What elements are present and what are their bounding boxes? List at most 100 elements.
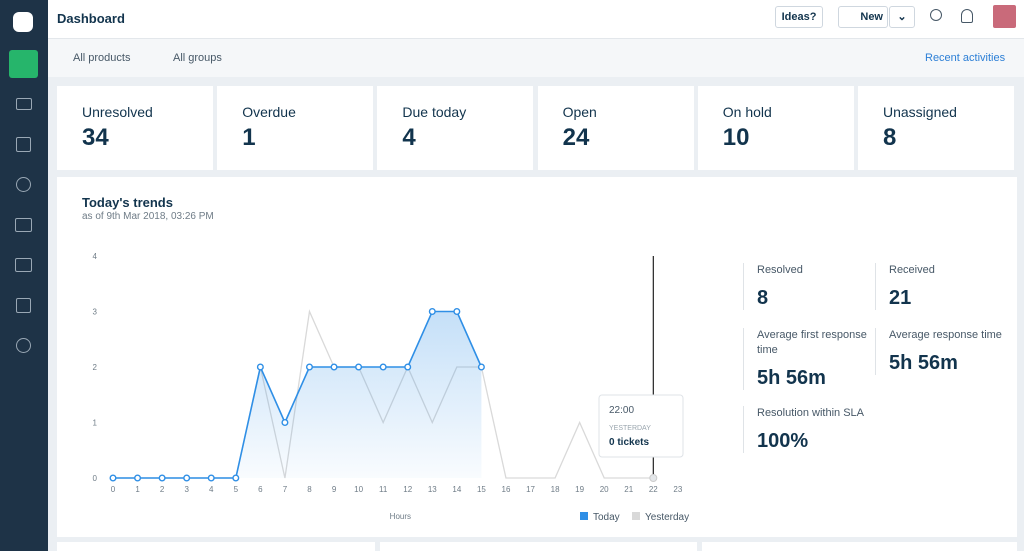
line — [113, 310, 483, 479]
x-tick-label: 15 — [477, 485, 486, 494]
legend-swatch — [580, 512, 588, 520]
legend-label: Today — [593, 512, 620, 523]
x-tick-label: 14 — [452, 485, 461, 494]
ideas-button[interactable]: Ideas? — [775, 6, 823, 28]
nav-solutions[interactable] — [15, 218, 32, 232]
stat: Resolution within SLA 100% — [743, 406, 875, 453]
stat: Average response time 5h 56m — [875, 328, 1007, 375]
nav-dashboard[interactable] — [9, 50, 38, 78]
point — [183, 474, 191, 482]
y-tick-label: 4 — [93, 252, 98, 261]
bottom-card — [380, 542, 697, 551]
x-tick-label: 13 — [428, 485, 437, 494]
x-tick-label: 1 — [135, 485, 140, 494]
x-tick-label: 22 — [649, 485, 658, 494]
stat-card: On hold 10 — [697, 86, 854, 170]
x-tick-label: 6 — [258, 485, 263, 494]
nav-tickets[interactable] — [16, 98, 32, 110]
stat-card: Open 24 — [537, 86, 694, 170]
stat-card: Unassigned 8 — [858, 86, 1014, 170]
x-tick-label: 23 — [673, 485, 682, 494]
card-label: Unresolved — [82, 104, 153, 120]
x-tick-label: 3 — [184, 485, 189, 494]
x-tick-label: 2 — [160, 485, 165, 494]
tooltip-text: 0 tickets — [609, 437, 649, 448]
x-tick-label: 4 — [209, 485, 214, 494]
point — [453, 307, 461, 315]
notifications-icon[interactable] — [961, 9, 973, 23]
point — [158, 474, 166, 482]
nav-forums[interactable] — [15, 258, 32, 272]
x-tick-label: 12 — [403, 485, 412, 494]
card-label: On hold — [722, 104, 772, 120]
hover-point — [649, 474, 658, 482]
filter-bar: All products All groups Recent activitie… — [48, 39, 1024, 77]
x-tick-label: 8 — [307, 485, 312, 494]
stat-value: 8 — [757, 287, 769, 309]
stat-card: Overdue 1 — [217, 86, 374, 170]
recent-activities-link[interactable]: Recent activities — [925, 52, 1006, 64]
bottom-card — [57, 542, 375, 551]
new-button[interactable]: New — [838, 6, 888, 28]
stat-value: 5h 56m — [889, 352, 958, 374]
x-tick-label: 0 — [111, 485, 116, 494]
point — [477, 363, 485, 371]
nav-settings[interactable] — [16, 338, 31, 353]
sidebar — [0, 0, 48, 551]
stat-label: Resolved — [757, 264, 803, 276]
x-tick-label: 10 — [354, 485, 363, 494]
stat-label: Resolution within SLA — [757, 407, 865, 419]
groups-filter[interactable]: All groups — [173, 52, 222, 64]
x-tick-label: 20 — [600, 485, 609, 494]
card-value: 24 — [562, 124, 590, 151]
point — [404, 363, 412, 371]
x-tick-label: 21 — [624, 485, 633, 494]
point — [207, 474, 215, 482]
card-value: 34 — [82, 124, 109, 151]
point — [305, 363, 313, 371]
new-dropdown[interactable]: ⌄ — [889, 6, 915, 28]
search-icon[interactable] — [930, 9, 942, 21]
stat: Resolved 8 — [743, 263, 875, 310]
logo — [13, 12, 33, 32]
trends-panel: Today's trends as of 9th Mar 2018, 03:26… — [57, 177, 1017, 537]
stat-value: 100% — [757, 430, 809, 452]
legend-label: Yesterday — [645, 512, 689, 523]
x-tick-label: 7 — [283, 485, 288, 494]
x-tick-label: 9 — [332, 485, 337, 494]
x-tick-label: 19 — [575, 485, 584, 494]
card-value: 8 — [883, 124, 897, 151]
chart-subtitle: as of 9th Mar 2018, 03:26 PM — [82, 211, 214, 222]
card-label: Overdue — [242, 104, 296, 120]
stat-label: Average first response time — [757, 329, 867, 356]
tooltip-title: 22:00 — [609, 405, 634, 416]
stat-card: Unresolved 34 — [57, 86, 213, 170]
legend-swatch — [632, 512, 640, 520]
stat-value: 21 — [889, 287, 912, 309]
point — [355, 363, 363, 371]
point — [379, 363, 387, 371]
x-tick-label: 5 — [234, 485, 239, 494]
bottom-card — [702, 542, 1017, 551]
products-filter[interactable]: All products — [73, 52, 131, 64]
nav-groups[interactable] — [16, 177, 31, 192]
point — [256, 363, 264, 371]
tooltip-series: YESTERDAY — [609, 425, 651, 432]
point — [281, 418, 289, 426]
stat-card: Due today 4 — [377, 86, 534, 170]
point — [428, 307, 436, 315]
y-tick-label: 0 — [93, 474, 98, 483]
card-label: Unassigned — [883, 104, 957, 120]
stat-label: Average response time — [889, 329, 1002, 341]
stat-value: 5h 56m — [757, 367, 826, 389]
card-label: Due today — [402, 104, 467, 120]
chart-title: Today's trends — [82, 195, 173, 210]
avatar[interactable] — [993, 5, 1016, 28]
card-value: 1 — [242, 124, 256, 151]
tooltip — [598, 394, 684, 458]
nav-reports[interactable] — [16, 298, 31, 313]
nav-contacts[interactable] — [16, 137, 31, 152]
x-tick-label: 18 — [551, 485, 560, 494]
